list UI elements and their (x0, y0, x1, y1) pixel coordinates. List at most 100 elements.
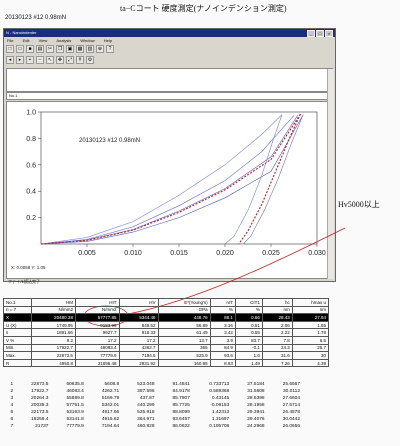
table-cell: 5344.46 (118, 313, 159, 322)
table-cell: 61.49 (157, 328, 211, 337)
table-cell: 13.7 (157, 335, 211, 345)
table-cell: 17.2 (118, 335, 159, 345)
table-icon[interactable]: ▥ (86, 45, 94, 53)
x-tick-label: 0.010 (124, 250, 142, 257)
table-cell (118, 305, 159, 315)
list-cell: 18256.4 (31, 417, 49, 422)
settings-icon[interactable]: ⚙ (86, 56, 94, 64)
table-cell: 57777.85 (74, 313, 120, 322)
menu-edit[interactable]: Edit (22, 38, 30, 43)
list-cell: 7194.64 (101, 424, 120, 429)
maximize-button[interactable]: □ (316, 30, 324, 37)
table-row: Min. 17922.7 46083.4 4262.7 365 84.9 -0.1 24.3 2… (2, 343, 330, 353)
vertical-scrollbar[interactable] (327, 69, 334, 279)
table-cell: 77779.9 (74, 351, 120, 360)
table-cell: hmax u (291, 298, 330, 307)
table-cell: 7194.6 (118, 351, 159, 360)
list-cell: 17922.7 (31, 389, 49, 394)
input-panel[interactable] (6, 68, 333, 92)
list-cell: 0.733713 (209, 382, 230, 387)
list-cell: 86.0622 (172, 424, 190, 429)
list-cell: 5608.8 (104, 382, 120, 387)
table-cell: 30 (291, 351, 330, 360)
table-cell: 4.39 (291, 358, 330, 368)
minus-icon[interactable]: − (36, 56, 44, 64)
save-icon[interactable]: ■ (26, 45, 34, 53)
table-cell: s (2, 328, 33, 337)
open-folder-icon[interactable]: ▭ (16, 45, 24, 53)
list-cell: 29.4076 (247, 417, 265, 422)
chart-panel: 0.005 0.010 0.015 0.020 0.025 0.030 0.2 0.4 0.6 0… (6, 101, 333, 279)
arrow-left-icon[interactable]: ◂ (6, 56, 14, 64)
cursor-icon[interactable]: ↖ (46, 56, 54, 64)
menu-help[interactable]: Help (103, 38, 112, 43)
menu-window[interactable]: Window (80, 38, 95, 43)
grid-icon[interactable]: # (76, 56, 84, 64)
table-cell: nm (291, 305, 330, 315)
close-button[interactable]: × (325, 30, 333, 37)
list-item: 6 18256.4 53141.8 4915.62 364.971 93.6457 1.31… (3, 416, 303, 423)
help-icon[interactable]: ? (106, 45, 114, 53)
x-tick-label: 0.005 (78, 250, 96, 257)
list-cell: 2 (10, 389, 14, 394)
fit-icon[interactable]: ⤢ (66, 56, 74, 64)
zoom-icon[interactable]: ⊕ (96, 45, 104, 53)
list-cell: 0.195708 (209, 424, 230, 429)
table-cell: E*(Young's) (157, 298, 211, 307)
page-title: ta−Cコート 硬度測定(ナノインデンション測定) (120, 4, 287, 13)
list-cell: 387.596 (137, 389, 155, 394)
table-cell: 160.95 (157, 358, 211, 368)
list-cell: 7 (10, 424, 14, 429)
list-item: 3 20264.3 55889.8 5169.79 437.87 85.7807 0.431… (3, 395, 303, 402)
list-cell: 5342.01 (101, 403, 120, 408)
table-cell: 1.78 (291, 328, 330, 337)
menu-analysis[interactable]: Analysis (56, 38, 72, 43)
table-cell: 9183.99 (74, 320, 120, 330)
table-cell: 1891.66 (31, 328, 76, 337)
list-cell: 46083.4 (66, 389, 84, 394)
pan-icon[interactable]: ✥ (56, 56, 64, 64)
list-cell: 460.828 (137, 424, 155, 429)
copy-icon[interactable]: ❐ (56, 45, 64, 53)
chart-icon[interactable]: ▦ (76, 45, 84, 53)
plot-area (40, 111, 318, 245)
table-cell: 4950.8 (31, 358, 76, 368)
cut-icon[interactable]: ✂ (46, 45, 54, 53)
table-cell: nm (261, 305, 293, 315)
table-cell: 84.9 (209, 343, 236, 353)
table-cell: 7.26 (261, 358, 293, 368)
list-cell: 21737 (35, 424, 49, 429)
list-cell: 525.918 (137, 410, 155, 415)
table-cell: 9.2 (31, 335, 76, 345)
print-icon[interactable]: ▤ (36, 45, 44, 53)
table-cell: 27.84 (291, 313, 330, 322)
list-item: 7 21737 77779.9 7194.64 460.828 86.0622 0.1957… (3, 423, 303, 430)
table-row: Max. 22873.5 77779.9 7194.6 525.9 93.6 1.6 31.6… (2, 351, 330, 360)
series-line (40, 113, 301, 245)
table-cell: hc (261, 298, 293, 307)
list-cell: 22873.5 (31, 382, 49, 387)
y-tick-label: 1.0 (26, 110, 36, 117)
list-cell: 22173.5 (31, 410, 49, 415)
menu-file[interactable]: File (7, 38, 14, 43)
menu-view[interactable]: View (38, 38, 48, 43)
table-cell: Min. (2, 343, 33, 353)
arrow-right-icon[interactable]: ▸ (16, 56, 24, 64)
list-cell: 77779.9 (66, 424, 84, 429)
table-cell: 2.06 (261, 320, 293, 330)
series-line (40, 114, 304, 245)
paste-icon[interactable]: ▣ (66, 45, 74, 53)
table-cell: 1.49 (234, 358, 263, 368)
minimize-button[interactable]: _ (307, 30, 315, 37)
table-cell: 83.7 (234, 335, 263, 345)
list-cell: 5 (10, 410, 14, 415)
plus-icon[interactable]: + (26, 56, 34, 64)
x-tick-label: 0.015 (170, 250, 188, 257)
table-cell: CIT1 (234, 298, 263, 307)
table-cell: 4262.7 (118, 343, 159, 353)
new-file-icon[interactable]: □ (6, 45, 14, 53)
table-cell: 17.2 (74, 335, 120, 345)
list-cell: 30.0112 (283, 389, 300, 394)
table-cell: V % (2, 335, 33, 345)
table-cell: 25.7 (291, 343, 330, 353)
